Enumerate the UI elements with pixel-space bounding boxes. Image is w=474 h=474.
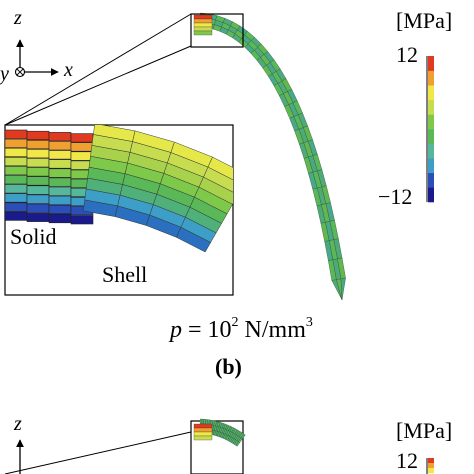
- solid-element: [5, 147, 28, 157]
- solid-element: [5, 184, 28, 194]
- solid-element: [48, 159, 72, 169]
- panel-c-beam-tip-element: [193, 423, 213, 429]
- solid-element: [5, 193, 28, 203]
- load-unit: N/mm: [238, 317, 306, 343]
- beam-tip-element: [193, 26, 213, 32]
- colorbar-unit-label: [MPa]: [396, 8, 453, 33]
- solid-element: [48, 150, 72, 160]
- y-axis-label: y: [0, 63, 9, 85]
- solid-element: [26, 167, 50, 177]
- panel-c-beam-tip-element: [193, 435, 213, 441]
- solid-element: [48, 168, 72, 178]
- solid-element: [48, 177, 72, 187]
- colorbar-segment: [428, 158, 434, 174]
- colorbar-segment: [428, 143, 434, 159]
- shell-element: [207, 156, 233, 181]
- solid-element: [5, 129, 28, 139]
- colorbar-segment: [428, 85, 434, 101]
- shell-element: [203, 166, 233, 193]
- panel-c-beam-tip-element: [193, 431, 213, 437]
- panel-c-beam-tip-element: [193, 427, 213, 433]
- z-axis-label: z: [14, 7, 22, 29]
- panel-c-zoom-line: [4, 431, 192, 474]
- zoom-line-lower: [4, 45, 192, 126]
- colorbar-segment: [428, 458, 434, 464]
- solid-element: [26, 194, 50, 204]
- x-axis-label: x: [64, 59, 73, 81]
- solid-element: [48, 195, 72, 205]
- solid-element: [26, 176, 50, 186]
- solid-label: Solid: [10, 224, 57, 249]
- solid-element: [5, 211, 28, 221]
- solid-element: [26, 130, 50, 140]
- solid-element: [70, 142, 94, 152]
- colorbar-segment: [428, 468, 434, 474]
- solid-element: [26, 158, 50, 168]
- colorbar-min-label: −12: [378, 184, 413, 209]
- colorbar-segment: [428, 56, 434, 71]
- solid-element-mesh: [5, 129, 94, 225]
- load-symbol: p: [170, 317, 182, 343]
- zoom-line-upper: [4, 13, 192, 126]
- solid-element: [26, 149, 50, 159]
- solid-element: [5, 166, 28, 176]
- solid-element: [5, 202, 28, 212]
- colorbar-segment: [428, 70, 434, 86]
- colorbar-max-label: 12: [396, 42, 418, 67]
- curved-beam-mesh: [193, 12, 346, 301]
- solid-element: [48, 132, 72, 142]
- panel-caption-b: (b): [215, 354, 242, 379]
- solid-element: [70, 133, 94, 143]
- colorbar-segment: [428, 463, 434, 469]
- solid-element: [70, 151, 94, 161]
- panel-c-zoom-box: [190, 420, 244, 474]
- panel-c-colorbar-unit-label: [MPa]: [396, 418, 453, 443]
- beam-tip-element: [193, 30, 213, 36]
- solid-element: [26, 185, 50, 195]
- beam-tip-element: [193, 22, 213, 28]
- solid-element: [26, 140, 50, 150]
- axes-icon: [14, 39, 59, 78]
- load-formula: p = 102 N/mm3: [170, 315, 313, 343]
- solid-element: [48, 141, 72, 151]
- solid-element: [5, 157, 28, 167]
- solid-element: [48, 214, 72, 224]
- beam-tip-element: [193, 18, 213, 24]
- solid-element: [48, 204, 72, 214]
- solid-element: [5, 175, 28, 185]
- inset-mesh: [5, 125, 233, 253]
- solid-element: [70, 215, 94, 225]
- colorbar-segment: [428, 99, 434, 115]
- panel-c-beam-mesh: [193, 418, 246, 447]
- solid-element: [48, 186, 72, 196]
- load-unit-exponent: 3: [305, 315, 313, 330]
- load-value: = 10: [182, 317, 232, 343]
- solid-element: [26, 203, 50, 213]
- beam-element: [340, 277, 346, 301]
- load-exponent: 2: [231, 315, 239, 330]
- colorbar-c: [426, 458, 434, 474]
- shell-element-mesh: [83, 125, 233, 253]
- solid-element: [5, 138, 28, 148]
- shell-element: [176, 226, 212, 253]
- colorbar-segment: [428, 114, 434, 130]
- beam-tip-element: [193, 14, 213, 20]
- shell-label: Shell: [102, 262, 148, 287]
- zoom-box: [190, 13, 244, 48]
- colorbar-b: [426, 56, 434, 203]
- colorbar-segment: [428, 187, 434, 203]
- panel-c-beam-element: [240, 433, 246, 440]
- panel-c-z-axis-label: z: [14, 413, 22, 435]
- panel-c-colorbar-max-label: 12: [396, 448, 418, 473]
- colorbar-segment: [428, 129, 434, 144]
- colorbar-segment: [428, 172, 434, 188]
- solid-element: [26, 212, 50, 222]
